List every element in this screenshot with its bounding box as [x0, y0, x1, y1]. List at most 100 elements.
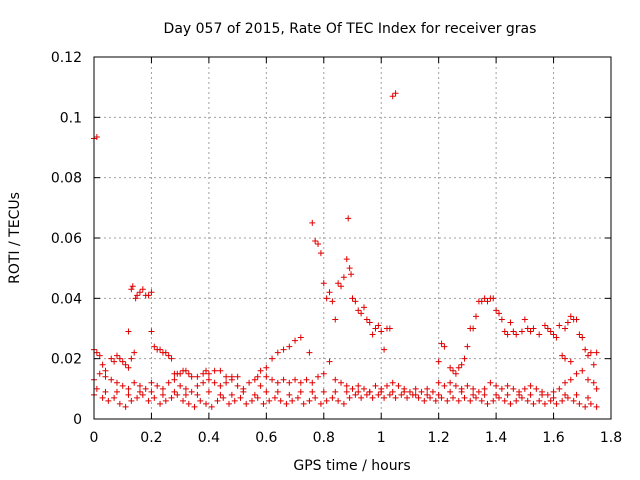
data-point: [455, 397, 462, 404]
data-point: [493, 382, 500, 389]
data-point: [335, 280, 342, 287]
data-point: [223, 373, 230, 380]
data-point: [530, 325, 537, 332]
data-point: [228, 376, 235, 383]
data-point: [329, 298, 336, 305]
data-point: [504, 331, 511, 338]
x-tick-label: 0.6: [255, 430, 277, 446]
data-point: [128, 286, 135, 293]
data-point: [191, 403, 198, 410]
data-point: [269, 376, 276, 383]
data-point: [182, 367, 189, 374]
x-tick-label: 1.6: [542, 430, 564, 446]
data-point: [323, 397, 330, 404]
data-point: [194, 391, 201, 398]
data-point: [165, 379, 172, 386]
data-point: [536, 331, 543, 338]
data-point: [205, 388, 212, 395]
data-point: [108, 355, 115, 362]
data-point: [389, 93, 396, 100]
data-point: [435, 358, 442, 365]
data-point: [292, 376, 299, 383]
data-point: [579, 367, 586, 374]
data-point: [524, 397, 531, 404]
data-point: [237, 394, 244, 401]
data-point: [119, 358, 126, 365]
data-point: [498, 316, 505, 323]
data-point: [567, 358, 574, 365]
data-point: [188, 388, 195, 395]
data-point: [119, 382, 126, 389]
data-point: [157, 400, 164, 407]
data-point: [136, 289, 143, 296]
data-point: [234, 382, 241, 389]
data-points: [91, 90, 600, 410]
data-point: [274, 388, 281, 395]
y-tick-label: 0.12: [51, 50, 82, 66]
data-point: [96, 352, 103, 359]
data-point: [128, 397, 135, 404]
data-point: [228, 391, 235, 398]
data-point: [360, 304, 367, 311]
data-point: [320, 388, 327, 395]
data-point: [593, 385, 600, 392]
data-point: [240, 388, 247, 395]
data-point: [427, 394, 434, 401]
data-point: [266, 397, 273, 404]
data-point: [194, 373, 201, 380]
data-point: [297, 388, 304, 395]
data-point: [559, 352, 566, 359]
data-point: [231, 397, 238, 404]
data-point: [579, 334, 586, 341]
data-point: [263, 373, 270, 380]
x-tick-label: 0.4: [198, 430, 220, 446]
data-point: [274, 349, 281, 356]
data-point: [375, 322, 382, 329]
data-point: [309, 219, 316, 226]
data-point: [550, 388, 557, 395]
x-tick-labels: 0 0.2 0.4 0.6 0.8 1 1.2 1.4 1.6 1.8: [90, 430, 623, 446]
data-point: [131, 379, 138, 386]
data-point: [507, 319, 514, 326]
data-point: [306, 397, 313, 404]
data-point: [484, 298, 491, 305]
data-point: [381, 394, 388, 401]
data-point: [375, 391, 382, 398]
data-point: [145, 397, 152, 404]
data-point: [125, 391, 132, 398]
data-point: [168, 394, 175, 401]
data-point: [246, 379, 253, 386]
data-point: [194, 382, 201, 389]
data-point: [349, 295, 356, 302]
data-point: [464, 343, 471, 350]
y-tick-label: 0.06: [51, 231, 82, 247]
data-point: [395, 382, 402, 389]
data-point: [286, 391, 293, 398]
data-point: [294, 394, 301, 401]
data-point: [122, 361, 129, 368]
data-point: [306, 349, 313, 356]
grid-lines: [94, 57, 611, 419]
data-point: [286, 343, 293, 350]
data-point: [157, 346, 164, 353]
data-point: [223, 379, 230, 386]
data-point: [113, 379, 120, 386]
data-point: [148, 379, 155, 386]
data-point: [533, 385, 540, 392]
data-point: [271, 394, 278, 401]
data-point: [447, 388, 454, 395]
data-point: [576, 331, 583, 338]
y-tick-label: 0.02: [51, 352, 82, 368]
y-tick-label: 0.1: [60, 110, 82, 126]
data-point: [280, 376, 287, 383]
data-point: [165, 352, 172, 359]
axis-ticks: [93, 56, 612, 420]
x-tick-label: 0.2: [140, 430, 162, 446]
data-point: [553, 400, 560, 407]
data-point: [200, 379, 207, 386]
data-point: [125, 364, 132, 371]
data-point: [401, 388, 408, 395]
data-point: [136, 382, 143, 389]
data-point: [177, 382, 184, 389]
